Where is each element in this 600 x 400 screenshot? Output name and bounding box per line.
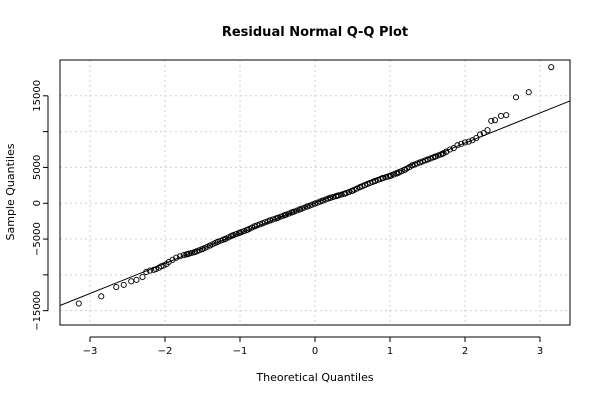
- data-point: [364, 180, 371, 187]
- data-point: [188, 249, 195, 256]
- data-point: [139, 273, 146, 281]
- x-tick-label: −1: [233, 346, 248, 357]
- data-point: [304, 203, 311, 210]
- data-point: [503, 112, 510, 119]
- data-point: [416, 159, 424, 166]
- data-point: [497, 112, 505, 119]
- data-point: [512, 94, 520, 101]
- x-tick-label: −2: [158, 346, 173, 357]
- data-point: [349, 187, 356, 194]
- data-point: [229, 232, 236, 239]
- data-point: [266, 217, 274, 224]
- data-point: [160, 262, 167, 269]
- data-point: [277, 213, 284, 220]
- data-point: [525, 89, 532, 96]
- data-point: [371, 177, 379, 185]
- data-point: [390, 171, 397, 178]
- data-points: [75, 64, 555, 307]
- data-point: [431, 153, 439, 160]
- data-point: [289, 209, 296, 216]
- data-point: [274, 214, 281, 221]
- data-point: [446, 146, 454, 153]
- data-point: [285, 210, 292, 217]
- data-point: [346, 188, 353, 196]
- x-tick-label: 0: [312, 346, 318, 357]
- data-point: [476, 131, 484, 138]
- data-point: [379, 175, 386, 182]
- data-point: [334, 192, 341, 199]
- data-point: [293, 207, 300, 214]
- data-point: [465, 138, 472, 145]
- data-point: [113, 283, 120, 291]
- data-point: [128, 278, 135, 285]
- data-point: [199, 246, 206, 253]
- grid: [60, 60, 570, 325]
- data-point: [394, 170, 401, 177]
- y-tick-label: 15000: [32, 80, 43, 112]
- data-point: [146, 267, 154, 274]
- data-point: [236, 229, 244, 236]
- y-axis: −15000 −5000 0 5000 15000: [32, 80, 49, 331]
- data-point: [484, 127, 491, 134]
- y-tick-label: −5000: [32, 222, 43, 256]
- data-point: [461, 139, 469, 146]
- data-point: [341, 190, 349, 197]
- data-point: [326, 194, 334, 201]
- data-point: [401, 166, 409, 173]
- data-point: [424, 156, 431, 163]
- data-point: [281, 212, 289, 219]
- data-point: [120, 281, 127, 288]
- x-axis: −3 −2 −1 0 1 2 3: [83, 336, 543, 357]
- data-point: [176, 253, 184, 260]
- data-point: [409, 162, 416, 169]
- data-point: [382, 174, 389, 181]
- chart-title: Residual Normal Q-Q Plot: [222, 25, 408, 40]
- data-point: [319, 197, 326, 204]
- y-tick-label: 5000: [32, 155, 43, 180]
- x-tick-label: −3: [83, 346, 98, 357]
- data-point: [244, 226, 251, 233]
- data-point: [311, 200, 319, 207]
- data-point: [221, 236, 229, 243]
- data-point: [98, 293, 105, 300]
- data-point: [454, 142, 461, 149]
- y-tick-label: −15000: [32, 291, 43, 331]
- data-point: [233, 230, 240, 238]
- data-point: [241, 227, 248, 235]
- y-axis-label: Sample Quantiles: [4, 143, 17, 240]
- plot-frame: [59, 59, 571, 326]
- data-point: [184, 251, 191, 258]
- y-tick-label: 0: [32, 200, 43, 206]
- data-point: [356, 184, 364, 191]
- data-point: [458, 140, 465, 147]
- x-tick-label: 3: [537, 346, 543, 357]
- data-point: [152, 266, 160, 273]
- data-point: [491, 117, 499, 124]
- data-point: [75, 300, 82, 307]
- data-point: [206, 242, 214, 249]
- data-point: [191, 248, 199, 255]
- data-point: [143, 268, 150, 276]
- data-point: [173, 254, 180, 261]
- data-point: [548, 64, 555, 71]
- data-point: [251, 223, 259, 230]
- data-point: [435, 152, 442, 159]
- x-tick-label: 2: [462, 346, 468, 357]
- data-point: [480, 130, 487, 137]
- x-tick-label: 1: [387, 346, 393, 357]
- data-point: [296, 206, 304, 213]
- data-point: [488, 117, 495, 124]
- data-point: [473, 135, 480, 142]
- data-point: [386, 172, 394, 180]
- data-point: [450, 145, 457, 152]
- data-point: [214, 238, 221, 245]
- data-point: [259, 220, 266, 227]
- x-axis-label: Theoretical Quantiles: [255, 371, 373, 384]
- data-point: [133, 276, 140, 283]
- data-point: [338, 191, 345, 198]
